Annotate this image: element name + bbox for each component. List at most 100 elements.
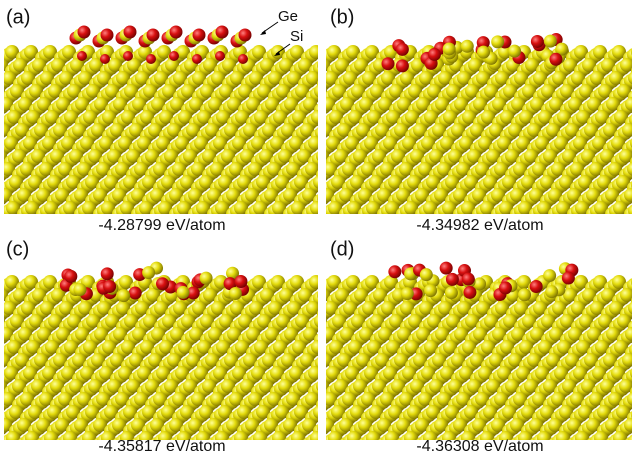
ge-atom <box>543 269 556 282</box>
ge-atom <box>129 287 142 300</box>
ge-atom <box>117 289 130 302</box>
si-atom <box>0 194 4 208</box>
ge-atom <box>530 280 543 293</box>
panel-image <box>263 262 635 451</box>
ge-atom <box>445 286 458 299</box>
atom-renderings <box>0 26 635 452</box>
si-atom <box>311 340 325 354</box>
panel-label: (a) <box>6 6 30 28</box>
si-atom <box>594 431 608 445</box>
si-atom <box>0 431 1 445</box>
ge-atom <box>101 29 114 42</box>
energy-label: -4.36308 eV/atom <box>416 438 543 455</box>
ge-atom <box>428 48 441 61</box>
si-atom <box>313 175 327 189</box>
ge-atom <box>388 265 401 278</box>
ge-atom <box>499 281 512 294</box>
ge-atom <box>146 54 156 64</box>
ge-atom <box>193 29 206 42</box>
si-annotation: Si <box>290 28 303 45</box>
ge-atom <box>103 280 116 293</box>
ge-atom <box>424 284 437 297</box>
panel-label: (d) <box>330 238 354 260</box>
ge-atom <box>443 42 456 55</box>
ge-atom <box>123 51 133 61</box>
si-atom <box>0 317 1 331</box>
ge-atom <box>73 283 86 296</box>
ge-atom <box>192 54 202 64</box>
ge-atom <box>562 272 575 285</box>
ge-atom <box>169 51 179 61</box>
ge-atom <box>446 273 459 286</box>
ge-atom <box>78 26 91 39</box>
ge-atom <box>531 35 544 48</box>
ge-atom <box>77 51 87 61</box>
ge-atom <box>239 29 252 42</box>
panel-label: (c) <box>6 238 29 260</box>
si-atom <box>0 87 1 101</box>
ge-atom <box>200 272 213 285</box>
si-atom <box>556 431 570 445</box>
si-atom <box>385 431 399 445</box>
ge-atom <box>142 266 155 279</box>
ge-atom <box>508 45 521 58</box>
si-atom <box>25 431 39 445</box>
ge-atom <box>396 59 409 72</box>
si-atom <box>6 431 20 445</box>
si-atom <box>613 431 627 445</box>
energy-label: -4.28799 eV/atom <box>98 217 225 234</box>
energy-label: -4.35817 eV/atom <box>98 438 225 455</box>
si-atom <box>310 201 324 215</box>
si-atom <box>44 431 58 445</box>
ge-atom <box>156 277 169 290</box>
ge-atom <box>463 286 476 299</box>
si-atom <box>0 110 2 124</box>
si-atom <box>253 431 267 445</box>
si-atom <box>308 136 322 150</box>
ge-atom <box>491 35 504 48</box>
si-atom <box>347 431 361 445</box>
ge-atom <box>462 273 475 286</box>
si-atom <box>0 405 4 419</box>
si-atom <box>328 431 342 445</box>
si-atom <box>309 275 323 289</box>
ge-atom <box>518 288 531 301</box>
si-atom <box>0 175 4 189</box>
si-atom <box>291 431 305 445</box>
ge-atom <box>382 57 395 70</box>
ge-atom <box>461 40 474 53</box>
si-atom <box>366 431 380 445</box>
ge-atom <box>101 267 114 280</box>
arrowhead <box>260 30 266 35</box>
si-atom <box>0 340 2 354</box>
panel-label: (b) <box>330 6 354 28</box>
figure: (a) (b) (c) (d) -4.28799 eV/atom -4.3498… <box>0 0 635 455</box>
si-atom <box>308 366 322 380</box>
si-atom <box>309 45 323 59</box>
ge-atom <box>420 268 433 281</box>
si-atom <box>311 110 325 124</box>
si-atom <box>0 359 2 373</box>
ge-atom <box>440 262 453 275</box>
si-atom <box>314 84 328 98</box>
ge-atom <box>147 29 160 42</box>
ge-atom <box>396 43 409 56</box>
si-atom <box>575 431 589 445</box>
ge-atom <box>216 26 229 39</box>
si-atom <box>628 204 635 218</box>
ge-atom <box>401 287 414 300</box>
si-atom <box>0 382 3 396</box>
si-atom <box>0 201 1 215</box>
si-atom <box>0 129 2 143</box>
ge-atom <box>124 26 137 39</box>
si-atom <box>0 424 4 438</box>
ge-atom <box>234 275 247 288</box>
si-atom <box>272 431 286 445</box>
ge-atom <box>170 26 183 39</box>
ge-atom <box>100 54 110 64</box>
si-atom <box>0 291 4 305</box>
ge-atom <box>176 286 189 299</box>
ge-atom <box>229 287 242 300</box>
si-atom <box>628 434 635 448</box>
si-atom <box>0 152 3 166</box>
